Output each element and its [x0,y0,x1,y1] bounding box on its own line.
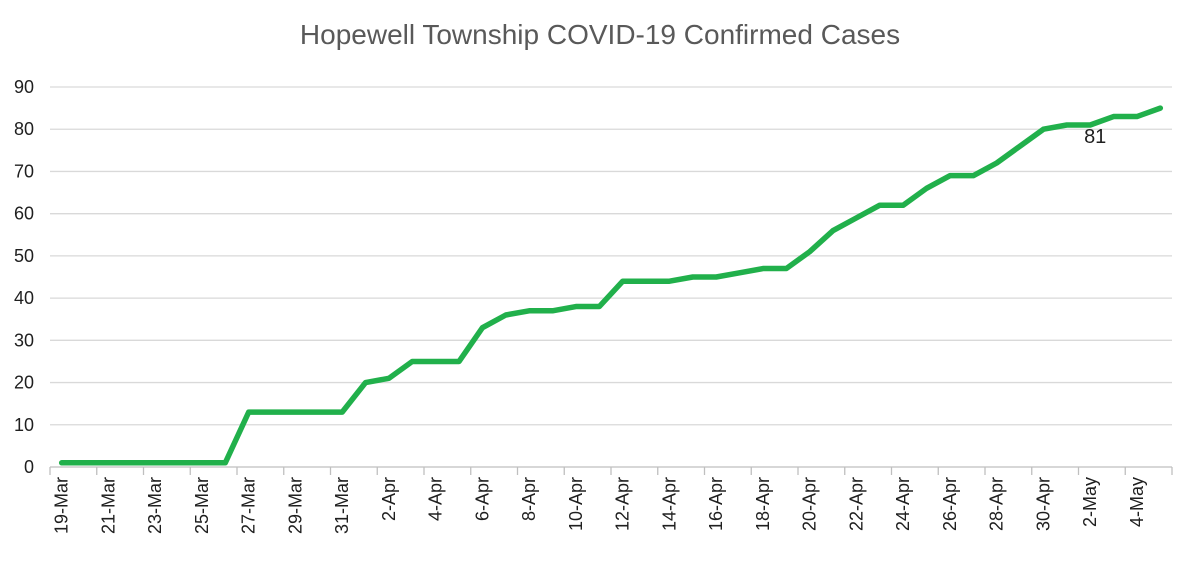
y-tick-label: 80 [14,119,34,139]
x-tick-label: 10-Apr [566,477,586,531]
x-tick-label: 27-Mar [239,477,259,534]
x-tick-label: 4-May [1127,477,1147,527]
gridlines [50,86,1172,426]
data-labels: 81 [1084,126,1106,148]
x-tick-label: 29-Mar [285,477,305,534]
y-tick-label: 40 [14,288,34,308]
x-tick-label: 25-Mar [192,477,212,534]
x-tick-label: 20-Apr [800,477,820,531]
series-group [58,105,1164,466]
y-tick-label: 90 [14,77,34,97]
x-tick-label: 16-Apr [706,477,726,531]
x-axis [49,466,1173,475]
x-tick-label: 19-Mar [52,477,72,534]
y-tick-label: 0 [24,457,34,477]
y-tick-label: 30 [14,330,34,350]
x-tick-label: 2-Apr [379,477,399,521]
x-tick-label: 28-Apr [987,477,1007,531]
x-tick-label: 4-Apr [426,477,446,521]
y-tick-label: 10 [14,415,34,435]
x-tick-label: 31-Mar [332,477,352,534]
x-tick-label: 14-Apr [659,477,679,531]
x-tick-label: 8-Apr [519,477,539,521]
y-tick-label: 50 [14,246,34,266]
x-tick-label: 2-May [1080,477,1100,527]
x-tick-label: 30-Apr [1033,477,1053,531]
x-tick-label: 23-Mar [145,477,165,534]
x-tick-label: 24-Apr [893,477,913,531]
chart-title: Hopewell Township COVID-19 Confirmed Cas… [300,19,900,50]
x-tick-label: 18-Apr [753,477,773,531]
y-tick-label: 70 [14,161,34,181]
x-tick-label: 6-Apr [472,477,492,521]
x-axis-tick-labels: 19-Mar 21-Mar 23-Mar 25-Mar 27-Mar 29-Mar 31-M… [52,477,1147,534]
y-tick-label: 60 [14,204,34,224]
series-line [58,105,1164,466]
x-tick-label: 26-Apr [940,477,960,531]
y-tick-label: 20 [14,373,34,393]
data-label: 81 [1084,126,1106,148]
y-axis-tick-labels: 0 10 20 30 40 50 60 70 80 90 [14,77,34,477]
x-tick-label: 12-Apr [613,477,633,531]
x-tick-label: 22-Apr [846,477,866,531]
x-tick-label: 21-Mar [98,477,118,534]
